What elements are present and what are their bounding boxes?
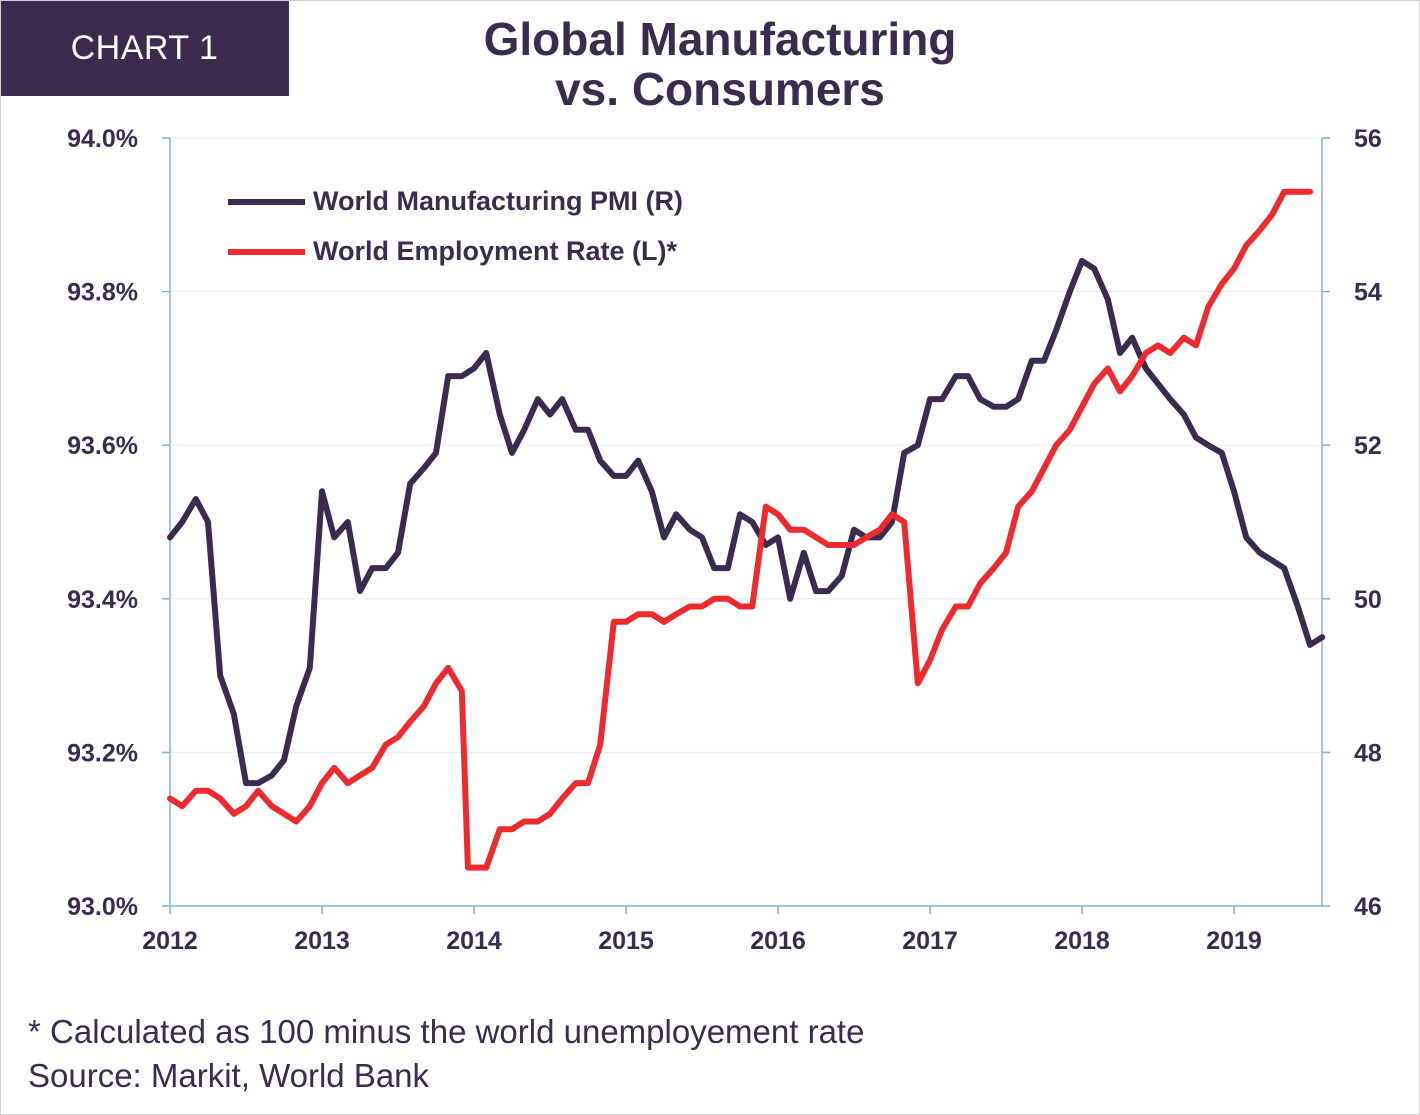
x-tick-label: 2015 — [598, 927, 654, 955]
x-tick-label: 2017 — [902, 927, 958, 955]
y-right-tick-label: 54 — [1354, 279, 1382, 307]
y-left-tick-label: 93.2% — [67, 739, 138, 767]
y-left-tick-label: 93.8% — [67, 279, 138, 307]
source-note: Source: Markit, World Bank — [28, 1057, 430, 1094]
series-lines — [167, 188, 1326, 871]
x-tick-label: 2012 — [142, 927, 198, 955]
footnote: * Calculated as 100 minus the world unem… — [28, 1013, 865, 1050]
series-line-pmi — [167, 257, 1326, 787]
y-left-tick-label: 94.0% — [67, 125, 138, 153]
gridlines — [170, 137, 1322, 753]
y-right-tick-label: 52 — [1354, 432, 1382, 460]
legend-label-employment: World Employment Rate (L)* — [313, 236, 678, 266]
y-left-tick-label: 93.0% — [67, 893, 138, 921]
y-right-tick-label: 50 — [1354, 586, 1382, 614]
x-tick-label: 2016 — [750, 927, 806, 955]
x-tick-label: 2018 — [1054, 927, 1110, 955]
x-tick-label: 2019 — [1206, 927, 1262, 955]
chart-title: Global Manufacturing vs. Consumers — [330, 14, 1110, 114]
footer: * Calculated as 100 minus the world unem… — [28, 1010, 864, 1098]
chart-title-line-1: Global Manufacturing — [483, 13, 957, 65]
series-line-employment — [167, 188, 1313, 871]
y-right-tick-label: 46 — [1354, 893, 1382, 921]
chart-number-badge: CHART 1 — [0, 0, 289, 96]
legend: World Manufacturing PMI (R) World Employ… — [228, 186, 683, 266]
y-right-tick-label: 56 — [1354, 125, 1382, 153]
y-left-tick-label: 93.4% — [67, 586, 138, 614]
y-right-tick-label: 48 — [1354, 739, 1382, 767]
chart-title-line-2: vs. Consumers — [555, 63, 885, 115]
x-tick-label: 2013 — [294, 927, 350, 955]
y-left-tick-label: 93.6% — [67, 432, 138, 460]
axes: 94.0% 93.8% 93.6% 93.4% 93.2% 93.0% 56 54 52 50 48… — [67, 125, 1382, 955]
x-tick-label: 2014 — [446, 927, 502, 955]
legend-label-pmi: World Manufacturing PMI (R) — [313, 186, 683, 216]
line-chart: 94.0% 93.8% 93.6% 93.4% 93.2% 93.0% 56 54 52 50 48… — [67, 125, 1382, 955]
